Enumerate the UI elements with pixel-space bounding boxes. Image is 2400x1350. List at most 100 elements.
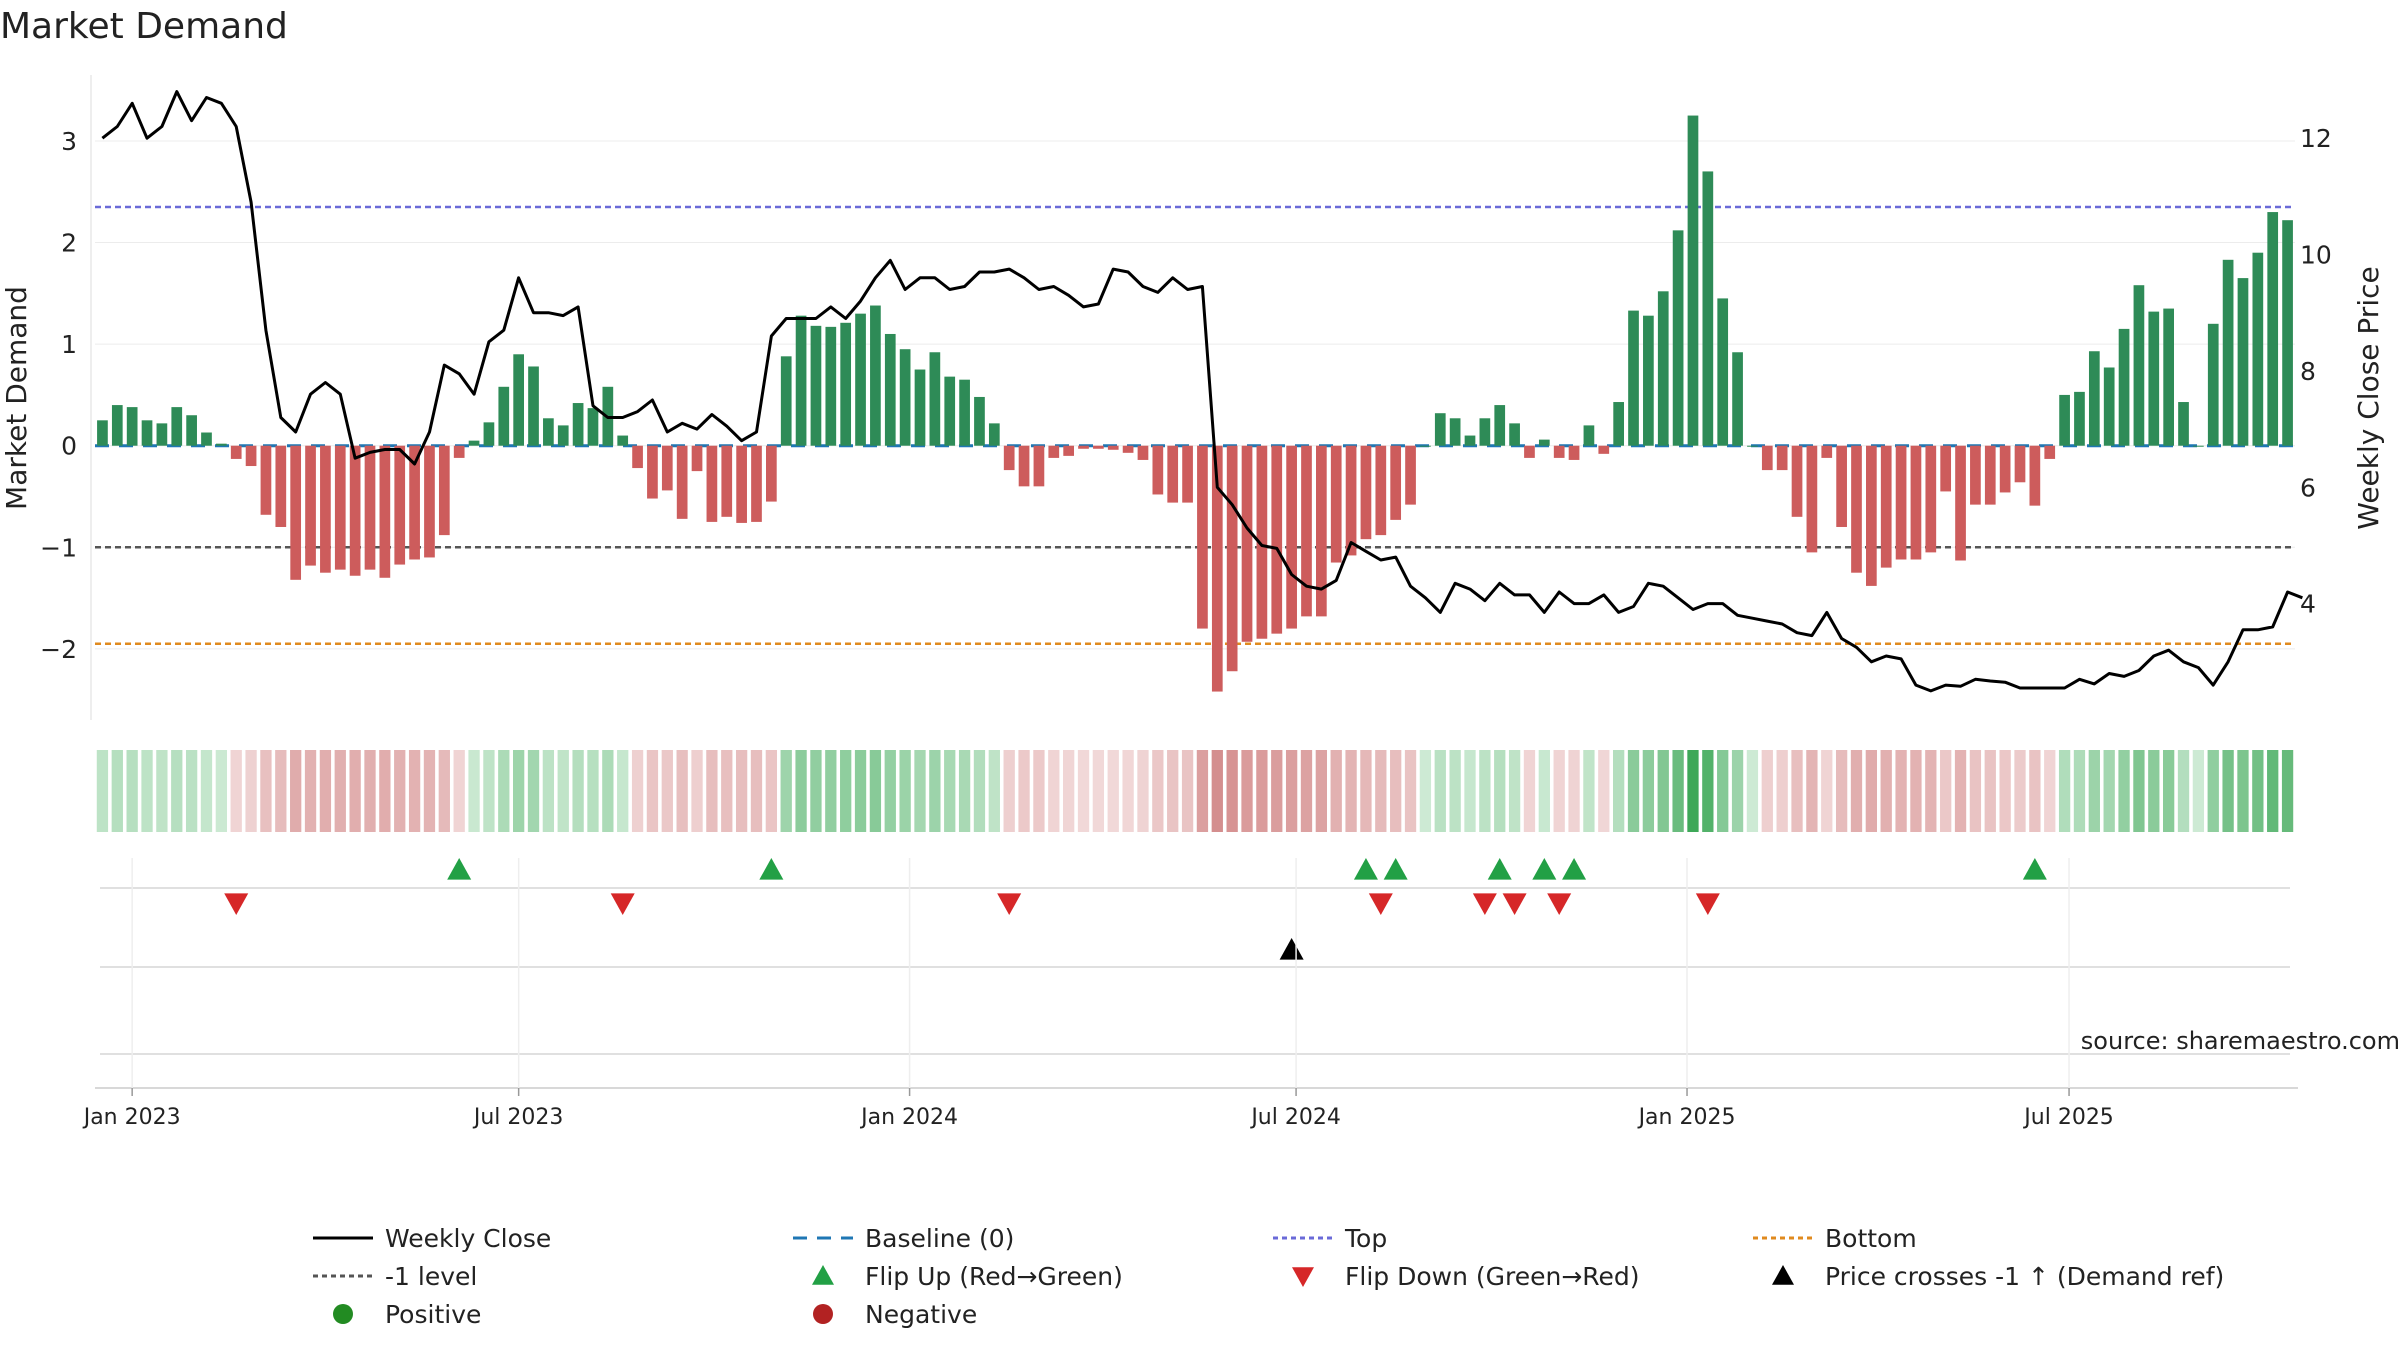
demand-bar bbox=[171, 407, 183, 446]
right-tick-label: 8 bbox=[2300, 357, 2316, 386]
heat-cell bbox=[1077, 750, 1090, 832]
demand-bar bbox=[974, 396, 985, 446]
legend: Weekly Close Baseline (0) Top Bottom -1 leve… bbox=[313, 1224, 2224, 1329]
demand-bar bbox=[676, 445, 688, 519]
x-tick-label: Jul 2025 bbox=[2022, 1105, 2114, 1130]
heat-cell bbox=[958, 750, 971, 832]
heat-cell bbox=[1969, 750, 1982, 832]
price-line-layer bbox=[101, 90, 2303, 693]
heat-cell bbox=[572, 750, 584, 832]
demand-bar bbox=[2237, 278, 2249, 446]
heat-cell bbox=[1702, 750, 1714, 832]
heat-cell bbox=[825, 750, 837, 832]
legend-item-top: Top bbox=[1273, 1224, 1387, 1253]
heat-cell bbox=[334, 750, 346, 832]
demand-bar bbox=[810, 325, 822, 446]
heat-cell bbox=[1181, 750, 1194, 832]
demand-bar bbox=[1880, 445, 1892, 568]
heat-cell bbox=[260, 750, 272, 832]
heat-cell bbox=[1746, 750, 1759, 832]
demand-bar bbox=[379, 445, 391, 578]
heat-cell bbox=[2192, 750, 2205, 832]
heat-cell bbox=[215, 750, 227, 832]
left-tick-label: 1 bbox=[61, 330, 77, 359]
demand-bar bbox=[97, 420, 108, 446]
heat-cell bbox=[96, 750, 109, 832]
heat-cell bbox=[1940, 750, 1952, 832]
right-tick-label: 6 bbox=[2300, 473, 2316, 502]
demand-bar bbox=[394, 445, 406, 565]
heat-cell bbox=[304, 750, 317, 832]
heat-cell bbox=[869, 750, 882, 832]
heat-cell bbox=[1717, 750, 1729, 832]
heat-cell bbox=[1464, 750, 1476, 832]
heat-cell bbox=[810, 750, 822, 832]
demand-bar bbox=[483, 422, 495, 446]
flip-down-marker bbox=[997, 893, 1022, 915]
demand-bar bbox=[721, 445, 733, 517]
legend-item-baseline: Baseline (0) bbox=[793, 1224, 1014, 1253]
heat-cell bbox=[498, 750, 510, 832]
demand-bar bbox=[1836, 445, 1847, 527]
demand-bar bbox=[1093, 445, 1104, 449]
demand-bar bbox=[1568, 445, 1580, 460]
demand-bar bbox=[111, 405, 123, 446]
demand-bar bbox=[201, 432, 212, 446]
demand-bar bbox=[572, 403, 584, 446]
reference-lines bbox=[95, 205, 2295, 646]
heat-cell bbox=[1241, 750, 1253, 832]
heat-cell bbox=[2237, 750, 2249, 832]
demand-bar bbox=[1851, 445, 1862, 573]
heat-cell bbox=[646, 750, 659, 832]
heat-cell bbox=[1449, 750, 1461, 832]
demand-bar bbox=[1330, 445, 1342, 563]
demand-bar bbox=[1256, 445, 1268, 639]
left-tick-label: −2 bbox=[40, 635, 77, 664]
demand-bar bbox=[1063, 445, 1074, 456]
heat-cell bbox=[1271, 750, 1283, 832]
demand-bar bbox=[260, 445, 272, 515]
demand-bar bbox=[1241, 445, 1253, 642]
right-tick-label: 4 bbox=[2300, 590, 2316, 619]
heat-cell bbox=[1821, 750, 1833, 832]
legend-label: Flip Up (Red→Green) bbox=[865, 1262, 1123, 1291]
heat-cell bbox=[185, 750, 198, 832]
heat-cell bbox=[379, 750, 391, 832]
heat-cell bbox=[2267, 750, 2279, 832]
heat-cell bbox=[1404, 750, 1417, 832]
heat-cell bbox=[1300, 750, 1313, 832]
heat-cell bbox=[1226, 750, 1238, 832]
demand-bar bbox=[855, 313, 866, 446]
heat-cell bbox=[1598, 750, 1610, 832]
demand-bar bbox=[1895, 445, 1907, 560]
legend-dot-marker bbox=[333, 1304, 353, 1324]
heat-cell bbox=[230, 750, 242, 832]
heat-cell bbox=[1315, 750, 1327, 832]
demand-bar bbox=[780, 356, 792, 446]
heat-cell bbox=[691, 750, 703, 832]
demand-bar bbox=[1657, 291, 1669, 446]
heat-cell bbox=[2222, 750, 2234, 832]
demand-bars bbox=[97, 115, 2293, 692]
legend-label: Price crosses -1 ↑ (Demand ref) bbox=[1825, 1262, 2224, 1291]
demand-bar bbox=[587, 408, 599, 446]
heat-cell bbox=[1553, 750, 1565, 832]
heat-cell bbox=[617, 750, 629, 832]
heat-cell bbox=[2177, 750, 2190, 832]
heat-cell bbox=[1122, 750, 1134, 832]
heat-cell bbox=[468, 750, 480, 832]
demand-bar bbox=[1271, 445, 1283, 634]
heat-cell bbox=[2029, 750, 2041, 832]
demand-bar bbox=[305, 445, 316, 566]
demand-bar bbox=[349, 445, 361, 576]
demand-bar bbox=[230, 445, 242, 459]
demand-bar bbox=[1301, 445, 1312, 617]
demand-bar bbox=[2222, 259, 2234, 446]
demand-bar bbox=[513, 354, 524, 446]
demand-bar bbox=[528, 366, 539, 446]
heat-cell bbox=[1672, 750, 1684, 832]
heat-cell bbox=[1018, 750, 1030, 832]
x-axis: Jan 2023 Jul 2023 Jan 2024 Jul 2024 Jan 2025… bbox=[82, 858, 2298, 1130]
demand-bar bbox=[1955, 445, 1966, 561]
legend-item-price_cross: Price crosses -1 ↑ (Demand ref) bbox=[1772, 1262, 2224, 1291]
